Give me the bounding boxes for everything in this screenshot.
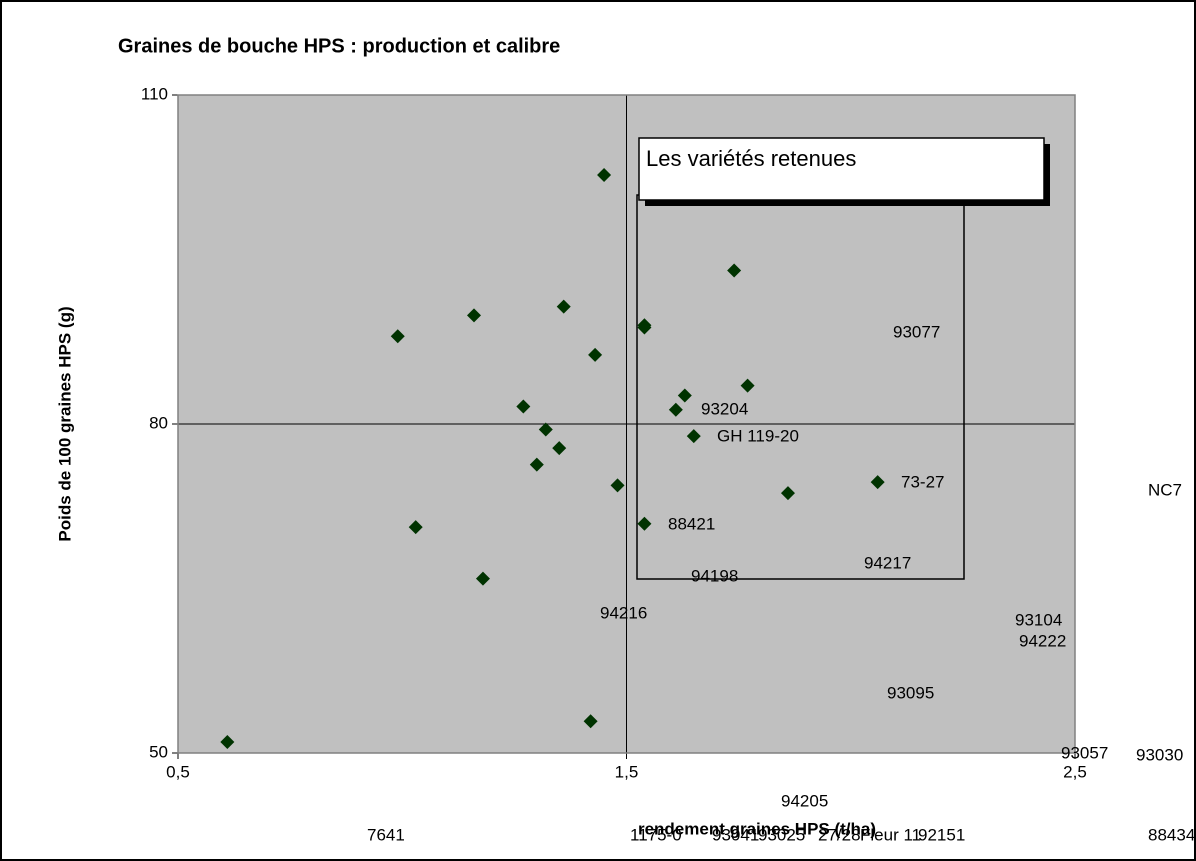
data-label: 93104 bbox=[1015, 610, 1062, 629]
data-label: 73-27 bbox=[901, 472, 944, 491]
marker bbox=[597, 168, 612, 183]
legend-text: Les variétés retenues bbox=[646, 146, 856, 171]
data-label: 93041 bbox=[712, 825, 759, 844]
marker bbox=[583, 714, 598, 729]
y-tick-label: 80 bbox=[149, 413, 168, 432]
data-label: 94216 bbox=[600, 603, 647, 622]
y-axis-label: Poids de 100 graines HPS (g) bbox=[55, 306, 74, 541]
marker bbox=[552, 441, 567, 456]
data-label: 93030 bbox=[1136, 745, 1183, 764]
data-label: 93077 bbox=[893, 322, 940, 341]
data-label: 94217 bbox=[864, 553, 911, 572]
marker bbox=[637, 320, 652, 335]
data-label: NC7 bbox=[1148, 480, 1182, 499]
data-label: 88434 bbox=[1148, 825, 1195, 844]
marker bbox=[740, 378, 755, 393]
data-label: 94222 bbox=[1019, 631, 1066, 650]
marker bbox=[637, 516, 652, 531]
x-axis-label: rendement graines HPS (t/ha) bbox=[638, 819, 876, 838]
marker bbox=[220, 735, 235, 750]
marker bbox=[610, 478, 625, 493]
data-label: 88421 bbox=[668, 514, 715, 533]
data-label: Fleur 11 bbox=[860, 825, 921, 844]
marker bbox=[529, 457, 544, 472]
chart-title: Graines de bouche HPS : production et ca… bbox=[118, 35, 560, 57]
x-tick-label: 0,5 bbox=[166, 762, 190, 781]
y-tick-label: 110 bbox=[141, 84, 168, 103]
data-label: 93095 bbox=[887, 683, 934, 702]
marker bbox=[668, 402, 683, 417]
marker bbox=[677, 388, 692, 403]
marker bbox=[538, 422, 553, 437]
x-tick-label: 1,5 bbox=[615, 762, 639, 781]
marker bbox=[870, 475, 885, 490]
marker bbox=[475, 571, 490, 586]
data-label: 92151 bbox=[918, 825, 965, 844]
data-label: 93057 bbox=[1061, 743, 1108, 762]
x-tick-label: 2,5 bbox=[1063, 762, 1087, 781]
data-label: 1175-0 bbox=[630, 825, 682, 844]
data-label: 7641 bbox=[367, 825, 405, 844]
data-label: GH 119-20 bbox=[717, 426, 799, 445]
marker bbox=[686, 429, 701, 444]
data-label: 94205 bbox=[781, 791, 828, 810]
data-label: 93025 bbox=[758, 825, 805, 844]
marker bbox=[467, 308, 482, 323]
marker bbox=[780, 486, 795, 501]
marker bbox=[516, 399, 531, 414]
marker bbox=[556, 299, 571, 314]
y-tick-label: 50 bbox=[149, 742, 168, 761]
legend-box bbox=[638, 137, 1045, 201]
data-label: 27/28 bbox=[818, 825, 861, 844]
marker bbox=[588, 347, 603, 362]
marker bbox=[390, 329, 405, 344]
marker bbox=[727, 263, 742, 278]
data-label: 94198 bbox=[691, 566, 738, 585]
data-label: 93204 bbox=[701, 399, 748, 418]
marker bbox=[408, 520, 423, 535]
plot-border bbox=[177, 94, 1076, 754]
